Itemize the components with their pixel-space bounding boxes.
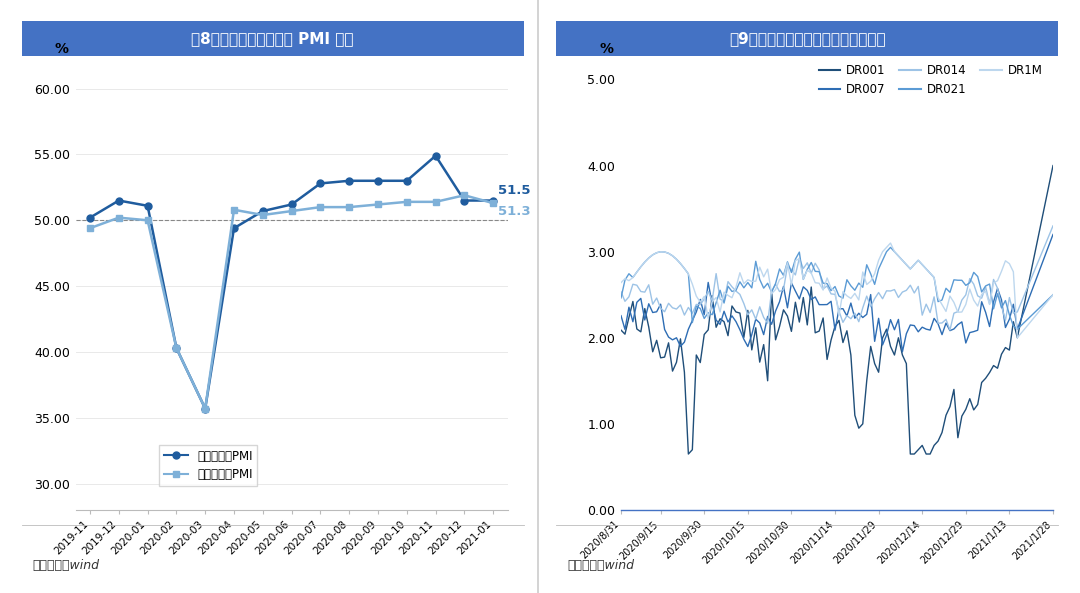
DR014 bbox=[1047, 222, 1059, 229]
财新制造业PMI bbox=[487, 197, 500, 204]
Text: 资料来源：wind: 资料来源：wind bbox=[567, 559, 634, 572]
财新制造业PMI bbox=[170, 345, 183, 352]
官方制造业PMI bbox=[285, 208, 298, 215]
Text: 51.5: 51.5 bbox=[498, 184, 530, 197]
DR007 bbox=[896, 348, 909, 355]
DR001 bbox=[828, 323, 841, 330]
DR021 bbox=[885, 244, 897, 251]
DR021 bbox=[824, 287, 837, 294]
DR014 bbox=[1039, 241, 1052, 248]
DR1M bbox=[824, 285, 837, 292]
DR1M bbox=[741, 276, 754, 283]
DR007 bbox=[741, 343, 754, 350]
Line: DR007: DR007 bbox=[621, 234, 1053, 352]
DR007 bbox=[923, 327, 936, 334]
DR1M bbox=[923, 270, 936, 277]
DR021 bbox=[1027, 310, 1040, 317]
财新制造业PMI bbox=[141, 202, 154, 209]
财新制造业PMI bbox=[199, 405, 212, 412]
官方制造业PMI bbox=[458, 192, 471, 199]
DR014 bbox=[741, 311, 754, 318]
官方制造业PMI bbox=[487, 200, 500, 207]
Text: 图8：财新和官方制造业 PMI 走势: 图8：财新和官方制造业 PMI 走势 bbox=[191, 31, 354, 46]
DR007 bbox=[615, 312, 627, 319]
官方制造业PMI bbox=[83, 225, 96, 232]
Text: 图9：存款类机构质押式回购利率走势: 图9：存款类机构质押式回购利率走势 bbox=[729, 31, 886, 46]
DR001 bbox=[681, 451, 694, 458]
DR014 bbox=[944, 327, 957, 334]
DR021 bbox=[1042, 295, 1055, 302]
官方制造业PMI bbox=[372, 201, 384, 208]
DR001 bbox=[816, 314, 829, 321]
DR001 bbox=[615, 327, 627, 334]
Text: 资料来源：wind: 资料来源：wind bbox=[32, 559, 99, 572]
DR1M bbox=[1042, 296, 1055, 303]
官方制造业PMI bbox=[199, 405, 212, 412]
DR014 bbox=[824, 291, 837, 298]
DR007 bbox=[1047, 231, 1059, 238]
DR001 bbox=[1039, 200, 1052, 208]
DR014 bbox=[920, 301, 933, 308]
财新制造业PMI bbox=[372, 177, 384, 184]
DR1M bbox=[1011, 334, 1024, 342]
DR007 bbox=[812, 301, 825, 308]
财新制造业PMI bbox=[401, 177, 414, 184]
DR007 bbox=[824, 298, 837, 305]
官方制造业PMI bbox=[256, 212, 269, 219]
DR014 bbox=[1023, 280, 1036, 287]
DR001 bbox=[923, 451, 936, 458]
DR001 bbox=[1023, 277, 1036, 284]
Text: %: % bbox=[599, 42, 613, 56]
DR001 bbox=[1047, 162, 1059, 169]
DR014 bbox=[615, 288, 627, 295]
DR1M bbox=[885, 240, 897, 247]
财新制造业PMI bbox=[285, 201, 298, 208]
Line: DR021: DR021 bbox=[621, 247, 1053, 329]
DR021 bbox=[1011, 326, 1024, 333]
Line: 财新制造业PMI: 财新制造业PMI bbox=[86, 152, 497, 412]
官方制造业PMI bbox=[342, 203, 355, 211]
DR021 bbox=[615, 294, 627, 301]
DR001 bbox=[745, 346, 758, 353]
财新制造业PMI bbox=[112, 197, 125, 204]
DR021 bbox=[812, 268, 825, 275]
Legend: DR001, DR007, DR014, DR021, DR1M: DR001, DR007, DR014, DR021, DR1M bbox=[814, 59, 1048, 101]
DR1M bbox=[812, 280, 825, 287]
财新制造业PMI bbox=[228, 225, 241, 232]
官方制造业PMI bbox=[401, 198, 414, 205]
DR021 bbox=[923, 270, 936, 277]
Line: DR1M: DR1M bbox=[621, 243, 1053, 338]
官方制造业PMI bbox=[429, 198, 442, 205]
DR1M bbox=[1027, 315, 1040, 322]
DR007 bbox=[1023, 294, 1036, 301]
财新制造业PMI bbox=[458, 197, 471, 204]
官方制造业PMI bbox=[170, 345, 183, 352]
官方制造业PMI bbox=[141, 216, 154, 224]
Text: 51.3: 51.3 bbox=[498, 205, 530, 218]
财新制造业PMI bbox=[429, 152, 442, 160]
财新制造业PMI bbox=[256, 208, 269, 215]
DR007 bbox=[1039, 252, 1052, 259]
Line: DR014: DR014 bbox=[621, 226, 1053, 330]
DR021 bbox=[741, 279, 754, 286]
官方制造业PMI bbox=[228, 206, 241, 213]
Text: %: % bbox=[54, 42, 68, 56]
财新制造业PMI bbox=[83, 214, 96, 221]
财新制造业PMI bbox=[314, 180, 327, 187]
财新制造业PMI bbox=[342, 177, 355, 184]
DR1M bbox=[1047, 291, 1059, 298]
官方制造业PMI bbox=[314, 203, 327, 211]
DR014 bbox=[812, 266, 825, 273]
Line: 官方制造业PMI: 官方制造业PMI bbox=[86, 192, 497, 412]
DR1M bbox=[615, 279, 627, 286]
官方制造业PMI bbox=[112, 214, 125, 221]
Line: DR001: DR001 bbox=[621, 165, 1053, 454]
DR021 bbox=[1047, 291, 1059, 298]
Legend: 财新制造业PMI, 官方制造业PMI: 财新制造业PMI, 官方制造业PMI bbox=[159, 445, 257, 486]
